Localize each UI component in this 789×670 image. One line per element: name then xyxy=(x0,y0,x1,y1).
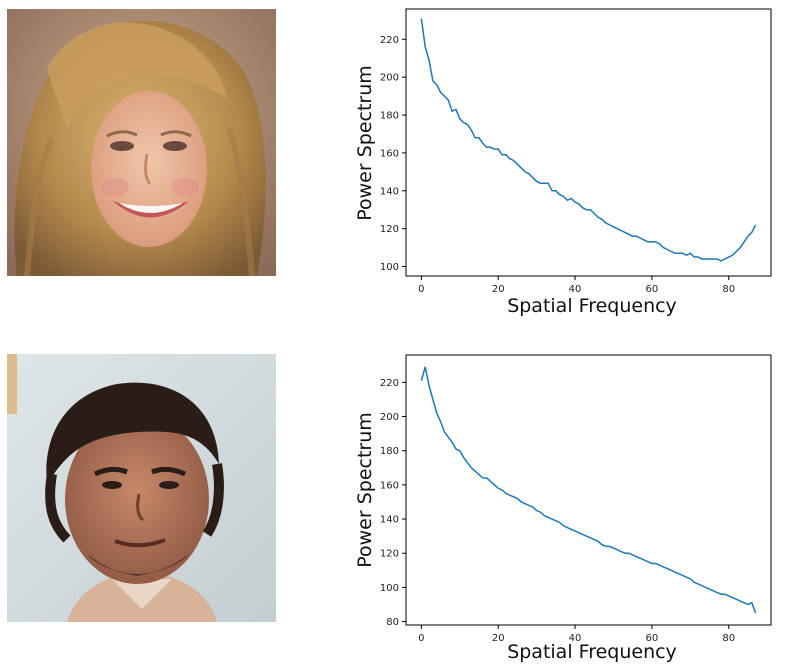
y-tick-label: 120 xyxy=(380,549,399,560)
y-tick-label: 100 xyxy=(380,262,399,273)
series-line-2 xyxy=(420,366,757,614)
y-tick-label: 100 xyxy=(380,583,399,594)
y-tick-label: 200 xyxy=(380,412,399,423)
y-tick-label: 160 xyxy=(380,480,399,491)
x-axis-title-2: Spatial Frequency xyxy=(507,641,677,663)
x-ticks-2: 0 20 40 60 80 xyxy=(418,625,735,644)
y-tick-label: 220 xyxy=(380,35,399,46)
y-tick-label: 120 xyxy=(380,224,399,235)
y-ticks-1: 100 120 140 160 180 200 220 xyxy=(380,35,406,273)
x-tick-label: 80 xyxy=(722,633,735,644)
x-tick-label: 20 xyxy=(492,633,505,644)
dark-haired-man-face xyxy=(7,354,276,622)
plot-frame-1 xyxy=(405,8,772,277)
y-tick-label: 200 xyxy=(380,73,399,84)
plot-area-border xyxy=(405,8,772,277)
y-tick-label: 180 xyxy=(380,446,399,457)
series-line-1 xyxy=(420,18,757,262)
y-tick-label: 140 xyxy=(380,515,399,526)
blonde-woman-face xyxy=(7,9,276,276)
y-axis-title-2: Power Spectrum xyxy=(354,412,376,568)
x-axis-title-1: Spatial Frequency xyxy=(507,295,677,317)
x-tick-label: 60 xyxy=(646,284,659,295)
x-tick-label: 20 xyxy=(492,284,505,295)
y-tick-label: 160 xyxy=(380,148,399,159)
x-tick-label: 60 xyxy=(646,633,659,644)
y-tick-label: 220 xyxy=(380,378,399,389)
y-axis-title-1: Power Spectrum xyxy=(354,65,376,221)
plot-frame-2 xyxy=(405,354,772,626)
y-ticks-2: 80 100 120 140 160 180 200 220 xyxy=(380,378,406,628)
x-tick-label: 40 xyxy=(569,633,582,644)
x-tick-label: 0 xyxy=(418,284,424,295)
x-tick-label: 0 xyxy=(418,633,424,644)
x-tick-label: 40 xyxy=(569,284,582,295)
y-tick-label: 180 xyxy=(380,111,399,122)
x-tick-label: 80 xyxy=(722,284,735,295)
plot-area-border xyxy=(405,354,772,626)
y-tick-label: 80 xyxy=(386,617,399,628)
y-tick-label: 140 xyxy=(380,186,399,197)
x-ticks-1: 0 20 40 60 80 xyxy=(418,276,735,295)
